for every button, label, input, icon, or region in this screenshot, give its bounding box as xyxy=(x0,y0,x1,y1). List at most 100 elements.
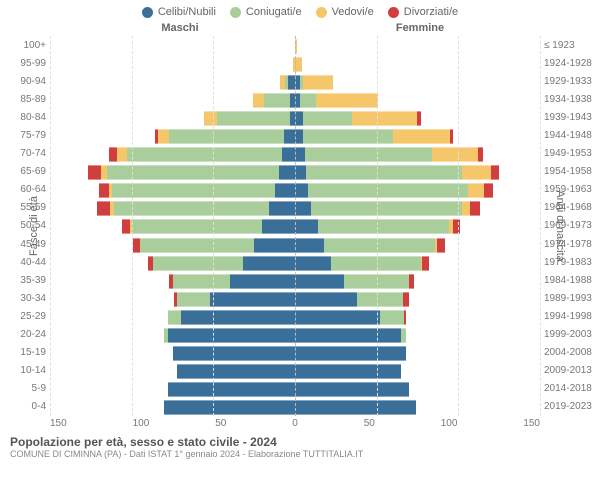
age-tick: 90-94 xyxy=(0,76,46,87)
male-half xyxy=(50,238,295,251)
plot-area xyxy=(50,36,540,416)
bar-segment xyxy=(264,93,290,108)
male-half xyxy=(50,219,295,232)
bar-segment xyxy=(401,328,406,343)
age-tick: 95-99 xyxy=(0,58,46,69)
bar-segment xyxy=(88,165,101,180)
female-half xyxy=(295,219,540,232)
x-tick: 100 xyxy=(133,418,150,429)
birth-tick: 2004-2008 xyxy=(544,347,600,358)
bar-segment xyxy=(417,111,420,126)
bar-segment xyxy=(300,93,316,108)
footer-subtitle: COMUNE DI CIMINNA (PA) - Dati ISTAT 1° g… xyxy=(10,449,590,459)
bar-segment xyxy=(109,147,117,162)
bar-segment xyxy=(140,238,254,253)
birth-axis: ≤ 19231924-19281929-19331934-19381939-19… xyxy=(540,36,600,416)
bar-segment xyxy=(284,129,295,144)
bar-segment xyxy=(158,129,169,144)
x-axis: 15010050050100150 xyxy=(0,416,600,429)
male-half xyxy=(50,111,295,124)
male-half xyxy=(50,201,295,214)
birth-tick: 2009-2013 xyxy=(544,365,600,376)
female-half xyxy=(295,274,540,287)
bar-segment xyxy=(262,219,295,234)
bar-segment xyxy=(295,183,308,198)
label-maschi: Maschi xyxy=(0,22,300,34)
male-half xyxy=(50,256,295,269)
bar-segment xyxy=(318,219,449,234)
age-tick: 65-69 xyxy=(0,166,46,177)
birth-tick: 1964-1968 xyxy=(544,202,600,213)
bar-segment xyxy=(295,328,401,343)
bar-segment xyxy=(295,274,344,289)
bar-segment xyxy=(470,201,480,216)
birth-tick: ≤ 1923 xyxy=(544,40,600,51)
male-half xyxy=(50,274,295,287)
birth-tick: 1934-1938 xyxy=(544,94,600,105)
legend-label: Vedovi/e xyxy=(332,6,374,18)
age-tick: 10-14 xyxy=(0,365,46,376)
birth-tick: 1944-1948 xyxy=(544,130,600,141)
bar-segment xyxy=(107,165,279,180)
male-half xyxy=(50,165,295,178)
bar-segment xyxy=(217,111,291,126)
x-tick: 150 xyxy=(523,418,540,429)
bar-segment xyxy=(204,111,217,126)
bar-segment xyxy=(269,201,295,216)
gridline xyxy=(540,36,541,416)
bar-segment xyxy=(404,310,406,325)
bar-segment xyxy=(305,147,432,162)
bar-segment xyxy=(275,183,295,198)
male-half xyxy=(50,382,295,395)
bar-segment xyxy=(295,129,303,144)
bar-segment xyxy=(254,238,295,253)
birth-tick: 1999-2003 xyxy=(544,329,600,340)
female-half xyxy=(295,57,540,70)
female-half xyxy=(295,292,540,305)
legend-label: Celibi/Nubili xyxy=(158,6,216,18)
age-tick: 75-79 xyxy=(0,130,46,141)
bar-segment xyxy=(168,310,181,325)
bar-segment xyxy=(127,147,282,162)
female-half xyxy=(295,328,540,341)
legend: Celibi/NubiliConiugati/eVedovi/eDivorzia… xyxy=(0,0,600,20)
bar-segment xyxy=(306,165,461,180)
gridline xyxy=(458,36,459,416)
birth-tick: 1924-1928 xyxy=(544,58,600,69)
male-half xyxy=(50,75,295,88)
male-half xyxy=(50,39,295,52)
birth-tick: 1979-1983 xyxy=(544,257,600,268)
legend-swatch xyxy=(142,7,153,18)
bar-segment xyxy=(122,219,130,234)
bar-segment xyxy=(295,364,401,379)
female-half xyxy=(295,400,540,413)
male-half xyxy=(50,129,295,142)
x-tick: 50 xyxy=(364,418,375,429)
gridline xyxy=(213,36,214,416)
bar-segment xyxy=(295,346,406,361)
age-tick: 15-19 xyxy=(0,347,46,358)
gridline xyxy=(132,36,133,416)
male-half xyxy=(50,93,295,106)
age-tick: 20-24 xyxy=(0,329,46,340)
bar-segment xyxy=(112,183,275,198)
legend-swatch xyxy=(230,7,241,18)
bar-segment xyxy=(450,129,453,144)
female-half xyxy=(295,310,540,323)
male-half xyxy=(50,147,295,160)
bar-segment xyxy=(132,219,263,234)
age-tick: 60-64 xyxy=(0,184,46,195)
ylabel-right: Anni di nascita xyxy=(554,190,566,262)
bar-segment xyxy=(432,147,478,162)
female-half xyxy=(295,238,540,251)
bar-segment xyxy=(403,292,410,307)
bar-segment xyxy=(114,201,269,216)
age-tick: 35-39 xyxy=(0,275,46,286)
birth-tick: 1974-1978 xyxy=(544,239,600,250)
female-half xyxy=(295,129,540,142)
female-half xyxy=(295,346,540,359)
male-half xyxy=(50,57,295,70)
bar-segment xyxy=(173,274,230,289)
birth-tick: 1969-1973 xyxy=(544,220,600,231)
bar-segment xyxy=(153,256,243,271)
